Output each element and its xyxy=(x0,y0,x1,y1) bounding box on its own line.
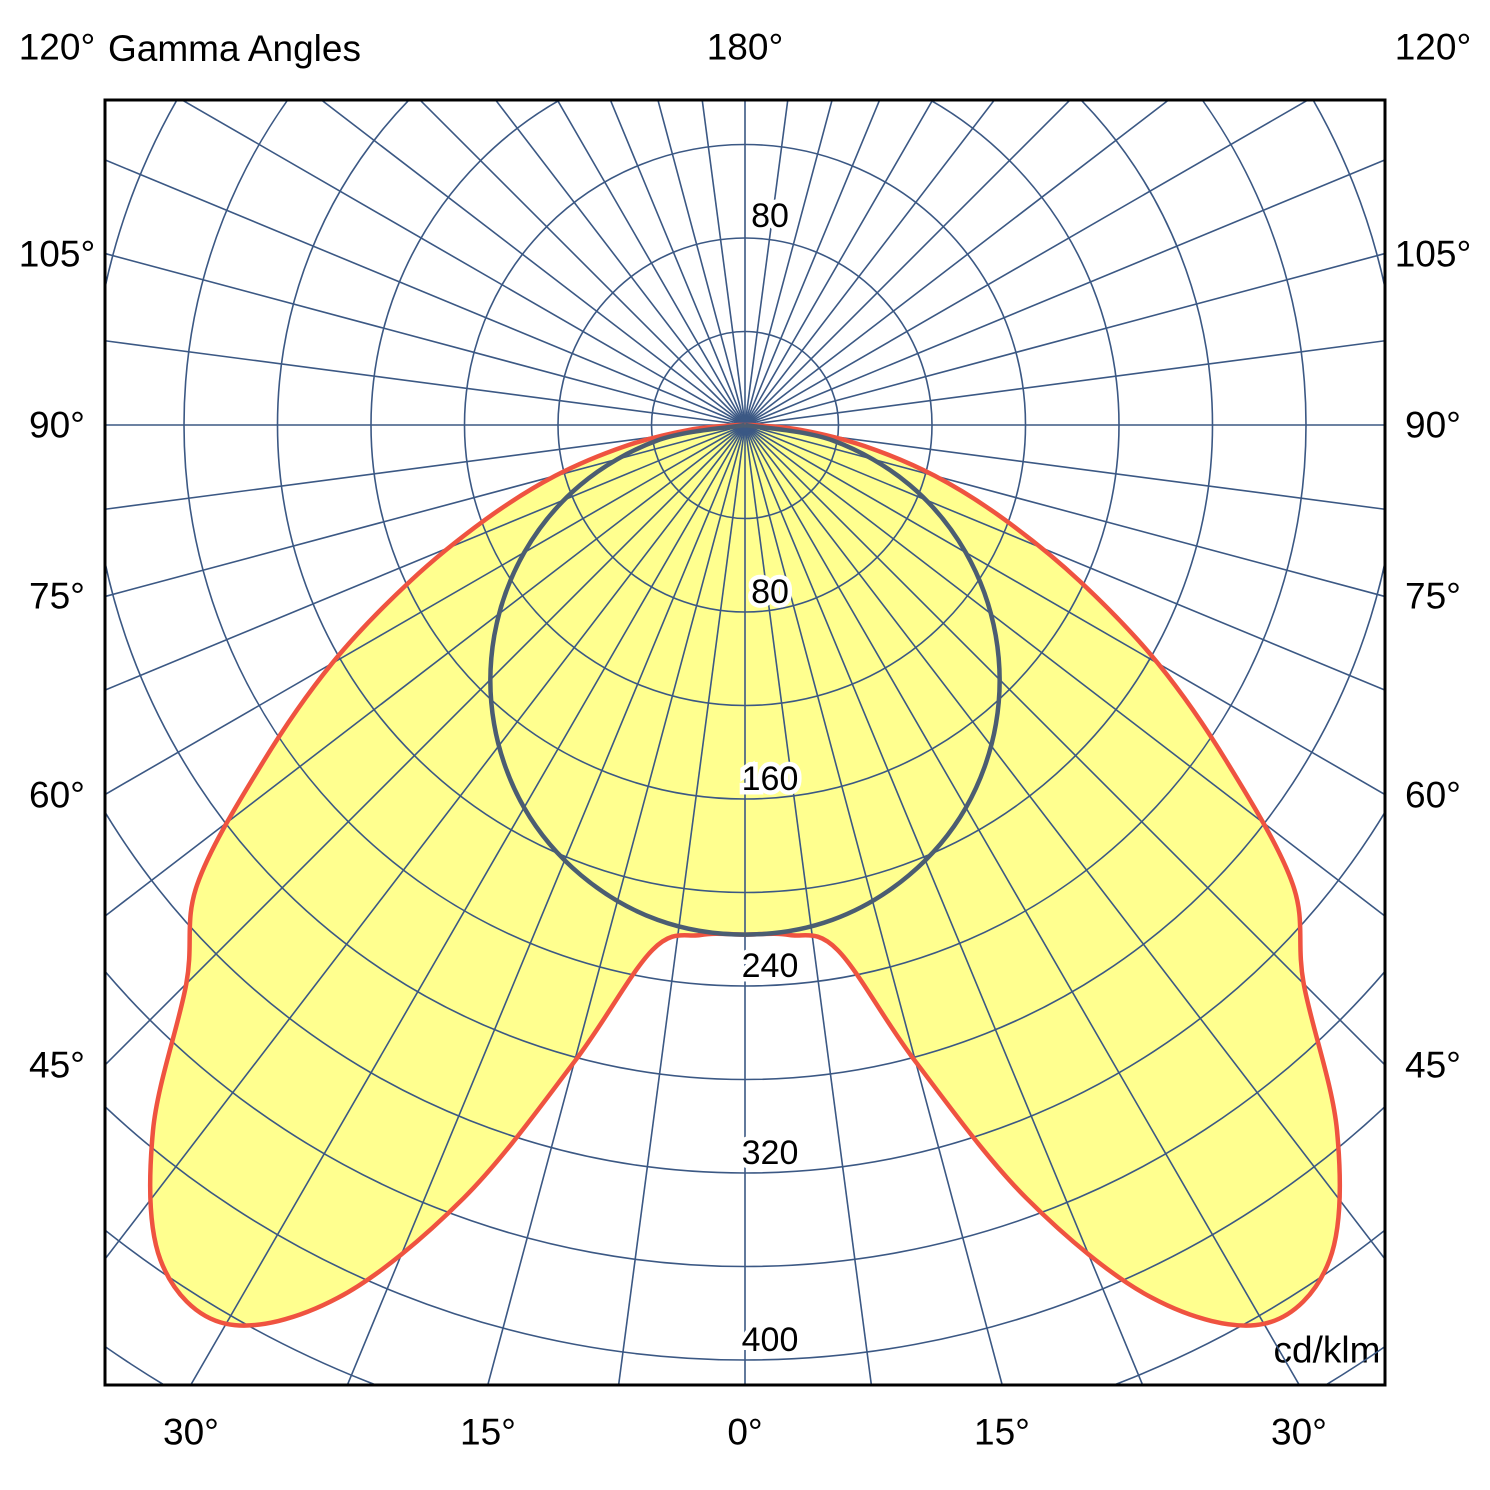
gamma-ray xyxy=(744,424,1301,1385)
gamma-ray xyxy=(346,424,746,1385)
radial-tick-label: 80 xyxy=(751,197,789,235)
gamma-ray xyxy=(744,252,1385,426)
gamma-ray xyxy=(744,100,1310,426)
gamma-tick-label-right: 60° xyxy=(1405,774,1461,816)
gamma-tick-label-bottom: 15° xyxy=(974,1411,1030,1453)
chart-title: Gamma Angles xyxy=(108,28,361,69)
gamma-tick-label-left: 60° xyxy=(29,774,85,816)
radial-tick-label: 400 xyxy=(742,1321,799,1359)
gamma-ray xyxy=(105,424,746,598)
gamma-ray xyxy=(486,424,746,1385)
gamma-tick-label-right: 120° xyxy=(1394,26,1472,68)
gamma-ray xyxy=(744,100,789,426)
gamma-ray xyxy=(701,100,746,426)
gamma-ray xyxy=(744,424,1385,1067)
gamma-ray xyxy=(105,424,746,691)
gamma-ray xyxy=(744,100,881,426)
gamma-ray xyxy=(180,100,746,426)
gamma-ray xyxy=(744,100,934,426)
gamma-tick-label-right: 90° xyxy=(1405,404,1461,446)
gamma-ray xyxy=(744,424,1385,511)
gamma-ray xyxy=(744,100,1072,426)
gamma-ray xyxy=(494,100,746,426)
gamma-tick-label-bottom: 30° xyxy=(163,1411,219,1453)
gamma-ray xyxy=(105,252,746,426)
gamma-ray xyxy=(744,424,873,1385)
gamma-tick-label-left: 75° xyxy=(29,575,85,617)
gamma-tick-label-bottom: 15° xyxy=(460,1411,516,1453)
gamma-ray xyxy=(105,424,746,1067)
gamma-ray xyxy=(744,100,833,426)
c90-plane-curve xyxy=(488,422,1002,937)
gamma-tick-label-left: 45° xyxy=(29,1044,85,1086)
gamma-tick-label-bottom: 30° xyxy=(1271,1411,1327,1453)
gamma-ray xyxy=(320,100,746,426)
gamma-ray xyxy=(744,159,1385,426)
gamma-tick-label-left: 90° xyxy=(29,404,85,446)
gamma-ray xyxy=(657,100,746,426)
gamma-tick-label-right: 75° xyxy=(1405,575,1461,617)
gamma-ray xyxy=(744,424,1385,598)
gamma-tick-label-right: 105° xyxy=(1394,233,1472,275)
gamma-tick-label-left: 120° xyxy=(18,26,96,68)
gamma-ray xyxy=(744,424,1385,691)
gamma-ray xyxy=(105,424,746,796)
gamma-ray xyxy=(744,424,1385,918)
gamma-tick-label-left: 105° xyxy=(18,233,96,275)
gamma-ray xyxy=(105,159,746,426)
gamma-ray xyxy=(105,339,746,426)
gamma-ray xyxy=(744,100,996,426)
gamma-ray xyxy=(744,100,1170,426)
radial-tick-label: 160 xyxy=(742,760,799,798)
gamma-ray xyxy=(744,424,1004,1385)
top-gamma-label: 180° xyxy=(706,26,784,68)
gamma-ray xyxy=(744,424,1385,796)
gamma-ray xyxy=(105,424,746,918)
gamma-ray xyxy=(609,100,746,426)
radial-tick-label: 240 xyxy=(742,947,799,985)
gamma-ray xyxy=(617,424,746,1385)
gamma-ray xyxy=(744,424,1385,1261)
radial-tick-label: 320 xyxy=(742,1134,799,1172)
radial-tick-label: 80 xyxy=(751,573,789,611)
gamma-ray xyxy=(556,100,746,426)
gamma-tick-label-bottom: 0° xyxy=(727,1411,763,1453)
gamma-ray xyxy=(105,424,746,1261)
gamma-ray xyxy=(744,424,1144,1385)
gamma-ray xyxy=(418,100,746,426)
gamma-tick-label-right: 45° xyxy=(1405,1044,1461,1086)
gamma-ray xyxy=(744,339,1385,426)
gamma-ray xyxy=(105,424,746,511)
plot-border xyxy=(103,98,1387,1387)
gamma-ray xyxy=(189,424,746,1385)
